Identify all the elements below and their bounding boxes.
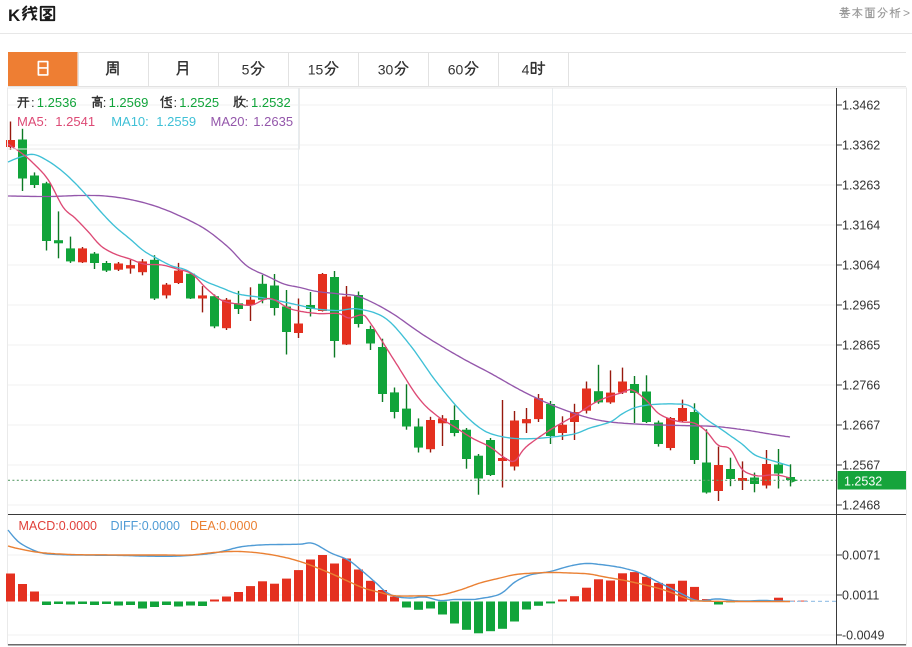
svg-text:1.2532: 1.2532 <box>251 95 291 110</box>
svg-text:15: 15 <box>308 62 324 78</box>
svg-text:4: 4 <box>522 62 530 78</box>
svg-text:K: K <box>8 6 21 25</box>
svg-text:1.2541: 1.2541 <box>55 114 95 129</box>
svg-text:1.2865: 1.2865 <box>842 339 880 353</box>
svg-text:-0.0049: -0.0049 <box>842 629 884 643</box>
svg-text:1.2965: 1.2965 <box>842 299 880 313</box>
svg-text:1.2559: 1.2559 <box>156 114 196 129</box>
svg-text:1.2766: 1.2766 <box>842 379 880 393</box>
svg-text:1.2567: 1.2567 <box>842 459 880 473</box>
svg-text::: : <box>174 95 178 110</box>
svg-text:5: 5 <box>242 62 250 78</box>
svg-text:DEA:0.0000: DEA:0.0000 <box>190 519 257 533</box>
svg-text:MA10:: MA10: <box>111 114 149 129</box>
svg-text:MA20:: MA20: <box>211 114 249 129</box>
svg-text:0.0011: 0.0011 <box>842 589 879 603</box>
svg-text:DIFF:0.0000: DIFF:0.0000 <box>111 519 181 533</box>
svg-text:1.2635: 1.2635 <box>253 114 293 129</box>
svg-text:MA5:: MA5: <box>17 114 47 129</box>
svg-text:1.2532: 1.2532 <box>844 475 882 489</box>
svg-text:30: 30 <box>378 62 394 78</box>
svg-text:1.3064: 1.3064 <box>842 259 880 273</box>
svg-text:>: > <box>903 6 910 20</box>
svg-text::: : <box>31 95 35 110</box>
svg-text:1.3462: 1.3462 <box>842 99 880 113</box>
svg-text::: : <box>103 95 107 110</box>
svg-text:1.3263: 1.3263 <box>842 179 880 193</box>
svg-text:1.2536: 1.2536 <box>37 95 77 110</box>
svg-text:1.2569: 1.2569 <box>109 95 149 110</box>
svg-text:1.3362: 1.3362 <box>842 139 880 153</box>
svg-text:1.2525: 1.2525 <box>179 95 219 110</box>
svg-text::: : <box>245 95 249 110</box>
svg-text:1.2667: 1.2667 <box>842 419 880 433</box>
svg-text:0.0071: 0.0071 <box>842 549 880 563</box>
svg-text:60: 60 <box>448 62 464 78</box>
svg-text:1.3164: 1.3164 <box>842 219 880 233</box>
svg-text:MACD:0.0000: MACD:0.0000 <box>19 519 98 533</box>
svg-text:1.2468: 1.2468 <box>842 499 880 513</box>
